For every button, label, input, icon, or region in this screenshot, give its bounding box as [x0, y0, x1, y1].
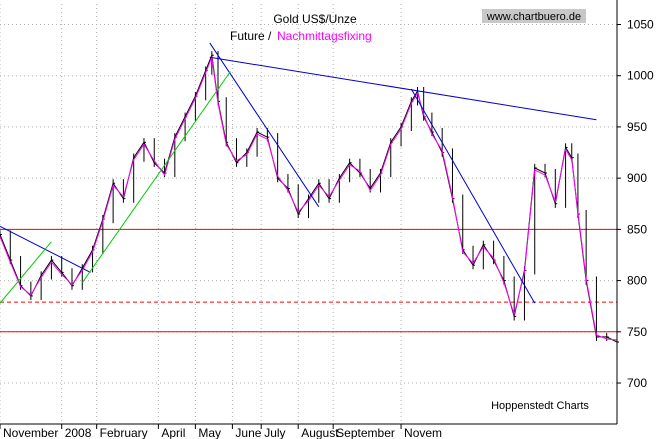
y-tick-label: 900	[627, 171, 647, 185]
x-tick-label: February	[100, 426, 148, 439]
downtrend-line	[209, 42, 320, 208]
x-tick-label: August	[301, 426, 339, 439]
y-tick-label: 1050	[627, 17, 654, 31]
chart-subtitle-fixing: Nachmittagsfixing	[277, 29, 372, 43]
x-tick-label: September	[336, 426, 395, 439]
y-tick-label: 950	[627, 120, 647, 134]
y-tick-label: 750	[627, 325, 647, 339]
x-tick-label: 2008	[65, 426, 92, 439]
x-tick-labels: November 2008 February April May June July Augu…	[0, 424, 442, 439]
x-tick-label: May	[198, 426, 221, 439]
y-tick-label: 1000	[627, 69, 654, 83]
series	[0, 51, 619, 347]
source-label: Hoppenstedt Charts	[491, 400, 589, 412]
y-tick-label: 800	[627, 274, 647, 288]
watermark: www.chartbuero.de	[486, 11, 581, 23]
x-tick-label: Novem	[404, 426, 442, 439]
chart-subtitle-future: Future /	[230, 29, 272, 43]
uptrend-line	[0, 241, 52, 304]
watermark-box	[482, 9, 586, 23]
chart-title: Gold US$/Unze	[273, 12, 357, 26]
y-tick-label: 700	[627, 376, 647, 390]
x-tick-label: April	[161, 426, 185, 439]
trend-lines	[0, 42, 597, 304]
x-tick-label: November	[3, 426, 58, 439]
x-tick-label: June	[235, 426, 261, 439]
y-tick-labels: 700 750 800 850 900 950 1000 1050	[617, 17, 654, 390]
fixing-series-line	[0, 55, 618, 341]
y-tick-label: 850	[627, 222, 647, 236]
downtrend-line	[410, 88, 536, 304]
uptrend-line	[81, 71, 231, 283]
downtrend-line	[209, 56, 597, 121]
x-tick-label: July	[264, 426, 285, 439]
